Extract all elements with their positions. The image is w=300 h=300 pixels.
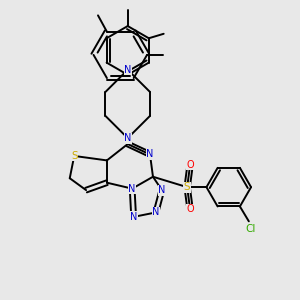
Text: O: O [186,204,194,214]
Text: O: O [186,160,194,170]
Text: Cl: Cl [245,224,256,234]
Text: S: S [184,182,190,192]
Text: N: N [124,133,131,143]
Text: N: N [146,149,154,160]
Text: N: N [130,212,137,222]
Text: N: N [124,65,131,75]
Text: N: N [158,185,166,195]
Text: N: N [152,207,160,218]
Text: N: N [128,184,136,194]
Text: S: S [71,151,77,161]
